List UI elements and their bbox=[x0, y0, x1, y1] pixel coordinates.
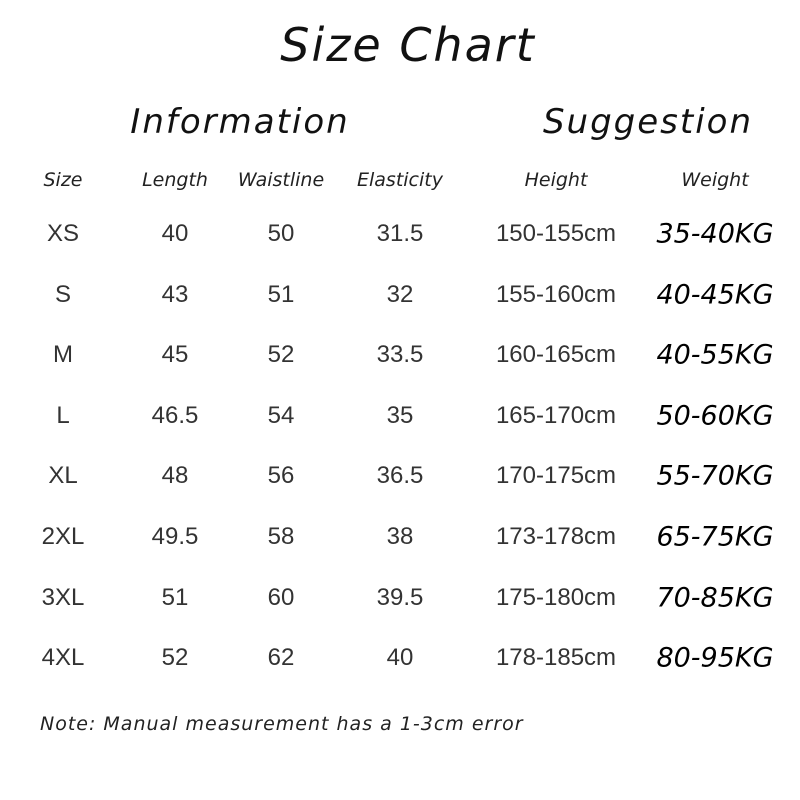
cell-weight: 70-85KG bbox=[656, 582, 774, 614]
cell-length: 46.5 bbox=[151, 401, 199, 429]
cell-elasticity: 35 bbox=[386, 401, 414, 429]
cell-length: 52 bbox=[161, 644, 189, 672]
header-length: Length bbox=[142, 169, 208, 191]
cell-elasticity: 40 bbox=[386, 644, 414, 672]
cell-waistline: 52 bbox=[267, 341, 295, 369]
cell-waistline: 58 bbox=[267, 523, 295, 550]
cell-weight: 65-75KG bbox=[656, 521, 774, 553]
cell-waistline: 50 bbox=[267, 220, 295, 247]
cell-height: 160-165cm bbox=[495, 341, 617, 369]
cell-size: L bbox=[56, 401, 70, 429]
cell-elasticity: 38 bbox=[386, 523, 414, 550]
section-suggestion: Suggestion bbox=[542, 102, 754, 142]
cell-elasticity: 31.5 bbox=[376, 220, 424, 247]
header-height: Height bbox=[524, 169, 588, 191]
cell-length: 43 bbox=[161, 280, 189, 308]
cell-size: XS bbox=[46, 220, 80, 247]
cell-height: 165-170cm bbox=[495, 401, 617, 429]
cell-height: 175-180cm bbox=[495, 583, 617, 611]
cell-height: 170-175cm bbox=[495, 462, 617, 490]
chart-title: Size Chart bbox=[280, 18, 536, 72]
cell-length: 49.5 bbox=[151, 523, 199, 550]
cell-waistline: 62 bbox=[267, 644, 295, 672]
cell-elasticity: 39.5 bbox=[376, 583, 424, 611]
cell-elasticity: 32 bbox=[386, 280, 414, 308]
cell-length: 45 bbox=[161, 341, 189, 369]
section-information: Information bbox=[130, 102, 350, 142]
cell-weight: 55-70KG bbox=[656, 460, 774, 492]
cell-waistline: 60 bbox=[267, 583, 295, 611]
cell-height: 178-185cm bbox=[495, 644, 617, 672]
cell-waistline: 51 bbox=[267, 280, 295, 308]
cell-size: M bbox=[53, 341, 73, 369]
cell-size: S bbox=[54, 280, 72, 308]
header-size: Size bbox=[43, 169, 83, 191]
header-waistline: Waistline bbox=[237, 169, 325, 191]
cell-height: 150-155cm bbox=[495, 220, 617, 247]
cell-elasticity: 33.5 bbox=[376, 341, 424, 369]
cell-size: 2XL bbox=[41, 523, 85, 550]
cell-height: 155-160cm bbox=[495, 280, 617, 308]
header-elasticity: Elasticity bbox=[357, 169, 443, 191]
cell-elasticity: 36.5 bbox=[376, 462, 424, 490]
cell-weight: 50-60KG bbox=[656, 400, 774, 432]
cell-length: 48 bbox=[161, 462, 189, 490]
cell-waistline: 56 bbox=[267, 462, 295, 490]
cell-size: 4XL bbox=[41, 644, 85, 672]
cell-weight: 40-45KG bbox=[656, 279, 774, 311]
cell-length: 51 bbox=[161, 583, 189, 611]
cell-length: 40 bbox=[161, 220, 189, 247]
header-weight: Weight bbox=[681, 169, 749, 191]
cell-size: XL bbox=[48, 462, 78, 490]
cell-weight: 40-55KG bbox=[656, 339, 774, 371]
cell-weight: 80-95KG bbox=[656, 642, 774, 674]
measurement-note: Note: Manual measurement has a 1-3cm err… bbox=[40, 713, 524, 735]
cell-waistline: 54 bbox=[267, 401, 295, 429]
cell-weight: 35-40KG bbox=[656, 218, 774, 250]
cell-size: 3XL bbox=[41, 583, 85, 611]
cell-height: 173-178cm bbox=[495, 523, 617, 550]
